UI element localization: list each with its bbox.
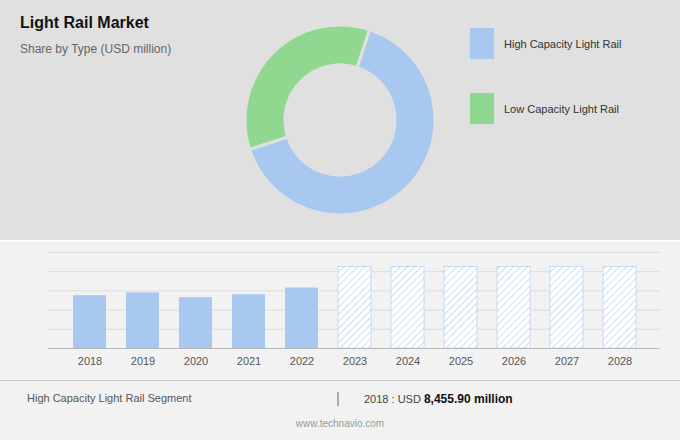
svg-text:2020: 2020 <box>184 355 208 367</box>
svg-text:2024: 2024 <box>396 355 420 367</box>
svg-text:2027: 2027 <box>555 355 579 367</box>
html-text:Share by Type (USD million): Share by Type (USD million) <box>20 42 172 56</box>
html-text:www.technavio.com: www.technavio.com <box>295 418 385 429</box>
html-text:High Capacity Light Rail Segme: High Capacity Light Rail Segment <box>27 392 192 404</box>
svg-text:2026: 2026 <box>502 355 526 367</box>
html-text:Light Rail Market: Light Rail Market <box>20 14 149 31</box>
svg-text:2019: 2019 <box>131 355 155 367</box>
svg-text:2022: 2022 <box>290 355 314 367</box>
svg-text:2028: 2028 <box>608 355 632 367</box>
html-text:High Capacity Light Rail: High Capacity Light Rail <box>504 37 622 50</box>
svg-text:2021: 2021 <box>237 355 261 367</box>
svg-text:2018: 2018 <box>78 355 102 367</box>
svg-text:2023: 2023 <box>343 355 367 367</box>
html-text:Low Capacity Light Rail: Low Capacity Light Rail <box>504 102 619 115</box>
html-text:2018 : USD 8,455.90 million: 2018 : USD 8,455.90 million <box>364 392 513 406</box>
svg-text:2025: 2025 <box>449 355 473 367</box>
